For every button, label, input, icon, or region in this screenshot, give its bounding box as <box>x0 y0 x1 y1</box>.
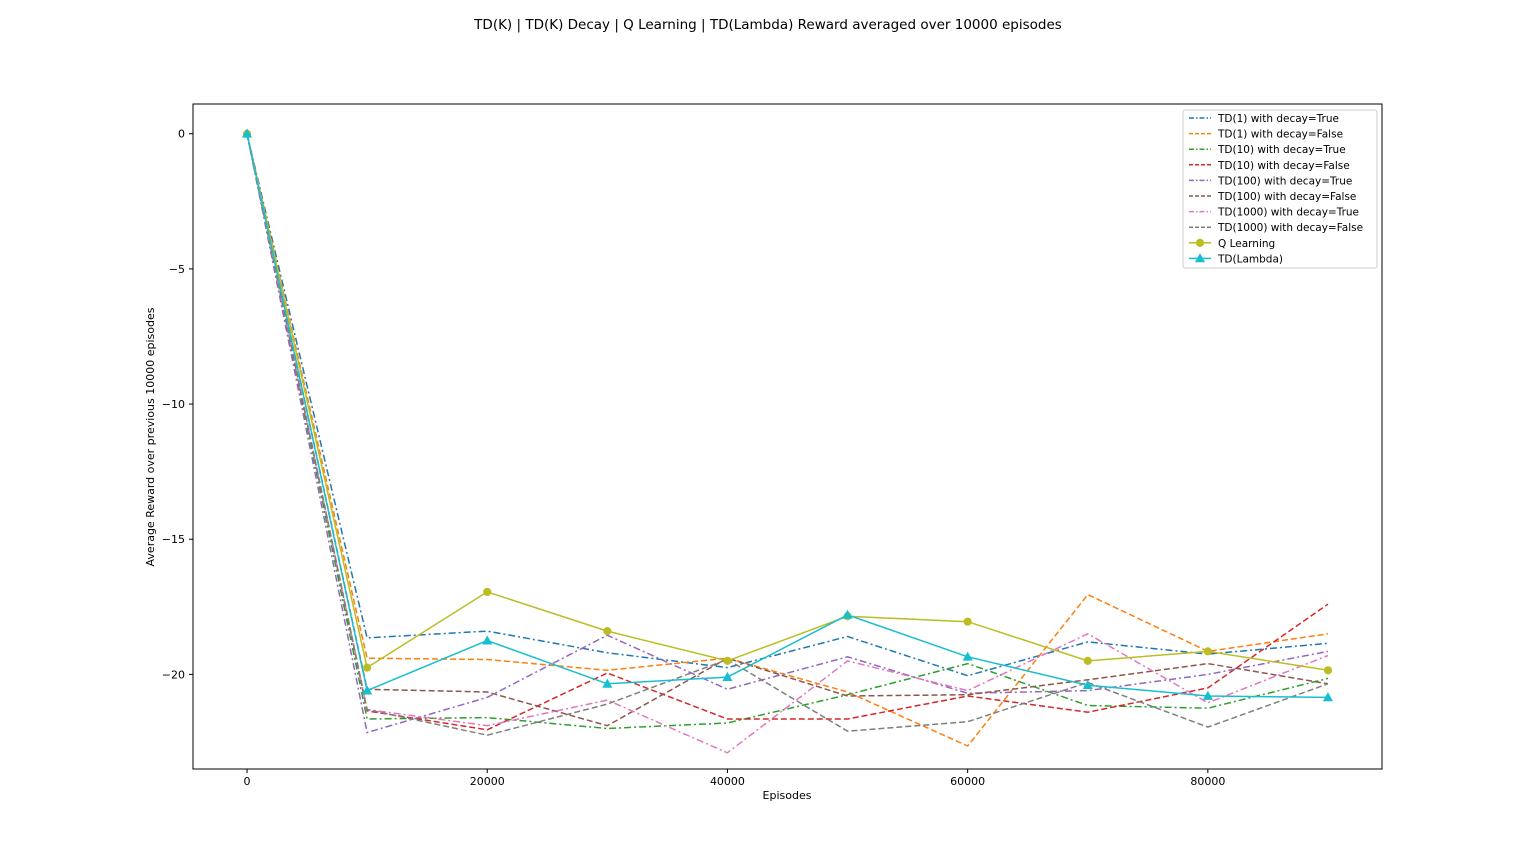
x-tick-label: 80000 <box>1190 775 1225 788</box>
data-point <box>1083 656 1092 665</box>
series-line <box>246 133 1329 734</box>
data-point <box>722 671 733 681</box>
data-point <box>1203 647 1212 656</box>
series-line <box>246 133 1329 699</box>
legend-entry: TD(10) with decay=True <box>1189 144 1346 156</box>
chart-title: TD(K) | TD(K) Decay | Q Learning | TD(La… <box>473 17 1062 33</box>
series-td-10-with-decay-false <box>246 133 1329 731</box>
legend-entry: TD(100) with decay=False <box>1189 191 1356 203</box>
series-td-1000-with-decay-true <box>246 133 1329 754</box>
data-point <box>603 627 612 636</box>
y-axis-ticks: 0 −5 −10 −15 −20 <box>162 128 193 681</box>
legend-frame <box>1182 109 1378 269</box>
series-line <box>246 133 1329 747</box>
series-td-lambda- <box>241 128 1334 702</box>
series-td-10-with-decay-true <box>246 133 1329 730</box>
x-axis-ticks: 0 20000 40000 60000 80000 <box>244 769 1225 788</box>
legend-label: TD(100) with decay=True <box>1217 175 1352 187</box>
series-line <box>246 133 1329 736</box>
series-line <box>246 133 1329 727</box>
legend-entry: TD(10) with decay=False <box>1189 160 1350 172</box>
data-point <box>1202 690 1213 700</box>
y-tick-label: −5 <box>169 263 185 276</box>
y-tick-label: −10 <box>162 398 185 411</box>
legend-marker <box>1194 253 1206 263</box>
series-td-100-with-decay-true <box>246 133 1329 734</box>
series-line <box>246 133 1329 730</box>
y-tick-label: −15 <box>162 533 185 546</box>
legend: TD(1) with decay=True TD(1) with decay=Fa… <box>1182 109 1378 269</box>
legend-label: TD(10) with decay=True <box>1217 144 1346 156</box>
series-td-1-with-decay-false <box>246 133 1329 747</box>
series-td-100-with-decay-false <box>246 133 1329 727</box>
series-line <box>246 133 1329 754</box>
data-point <box>962 651 973 661</box>
x-tick-label: 0 <box>244 775 251 788</box>
data-point <box>842 609 853 619</box>
legend-items: TD(1) with decay=True TD(1) with decay=Fa… <box>1189 113 1363 265</box>
y-tick-label: 0 <box>178 128 185 141</box>
data-point <box>723 656 732 665</box>
legend-marker <box>1195 238 1205 247</box>
data-point <box>1082 679 1093 690</box>
legend-entry: TD(1) with decay=False <box>1189 129 1343 141</box>
legend-entry: TD(Lambda) <box>1189 253 1283 265</box>
legend-entry: TD(1000) with decay=True <box>1189 207 1359 219</box>
data-point <box>1323 666 1333 675</box>
data-point <box>483 587 492 597</box>
data-point <box>241 128 253 138</box>
legend-label: TD(1000) with decay=False <box>1217 222 1363 234</box>
legend-label: TD(10) with decay=False <box>1217 160 1350 172</box>
legend-label: TD(1000) with decay=True <box>1217 207 1359 219</box>
series-line <box>246 133 1329 672</box>
data-point <box>602 678 613 688</box>
data-point <box>963 617 972 626</box>
legend-entry: TD(1) with decay=True <box>1189 113 1339 125</box>
data-point <box>363 663 372 672</box>
x-tick-label: 60000 <box>950 775 985 788</box>
data-point <box>1322 692 1334 702</box>
x-axis-label: Episodes <box>763 789 812 802</box>
legend-entry: TD(100) with decay=True <box>1189 175 1352 187</box>
y-tick-label: −20 <box>162 668 185 681</box>
x-tick-label: 20000 <box>470 775 505 788</box>
plot-frame <box>192 103 1383 770</box>
data-point <box>482 635 493 645</box>
legend-label: TD(1) with decay=True <box>1217 113 1339 125</box>
series-line <box>246 133 1329 731</box>
legend-entry: Q Learning <box>1189 238 1275 250</box>
legend-label: TD(Lambda) <box>1217 253 1283 265</box>
x-tick-label: 40000 <box>710 775 745 788</box>
y-axis-label: Average Reward over previous 10000 episo… <box>144 307 157 566</box>
legend-label: TD(1) with decay=False <box>1217 129 1343 141</box>
legend-entry: TD(1000) with decay=False <box>1189 222 1363 234</box>
series-td-1000-with-decay-false <box>246 133 1329 736</box>
series-layer <box>241 128 1334 754</box>
data-point <box>362 685 373 695</box>
legend-label: Q Learning <box>1218 238 1275 250</box>
legend-label: TD(100) with decay=False <box>1217 191 1356 203</box>
